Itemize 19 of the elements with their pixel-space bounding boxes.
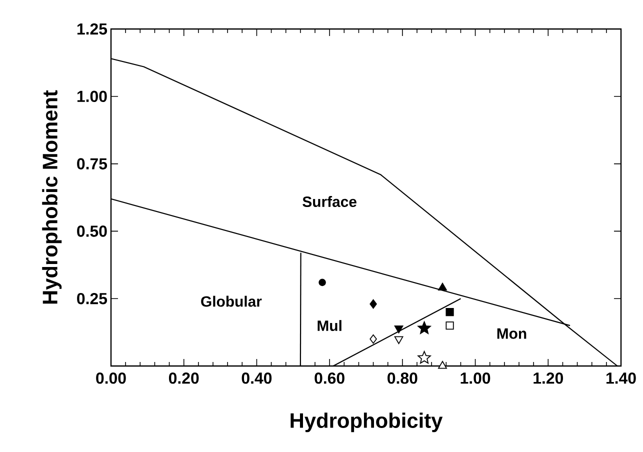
y-tick-label: 1.25	[77, 23, 108, 35]
annotation: Surface	[302, 196, 356, 208]
y-tick-label: 0.50	[77, 226, 107, 237]
y-tick-label: 0.75	[77, 158, 108, 170]
x-tick-label: 1.00	[460, 372, 490, 384]
y-tick-label: 1.00	[77, 90, 107, 102]
x-tick-label: 0.60	[314, 372, 344, 384]
annotation: Globular	[201, 296, 262, 307]
annotation: Mon	[497, 328, 526, 339]
x-tick-label: 1.20	[534, 372, 563, 384]
annotation: Mul	[318, 320, 342, 332]
x-tick-label: 0.00	[96, 372, 126, 384]
x-axis-title: Hydrophobicity	[290, 412, 443, 432]
x-tick-label: 0.40	[242, 372, 272, 384]
y-axis-title: Hydrophobic Moment	[42, 90, 62, 304]
x-tick-label: 0.20	[168, 372, 199, 384]
y-tick-label: 0.25	[77, 292, 108, 304]
x-tick-label: 0.80	[388, 372, 418, 384]
x-tick-label: 1.40	[606, 372, 636, 384]
